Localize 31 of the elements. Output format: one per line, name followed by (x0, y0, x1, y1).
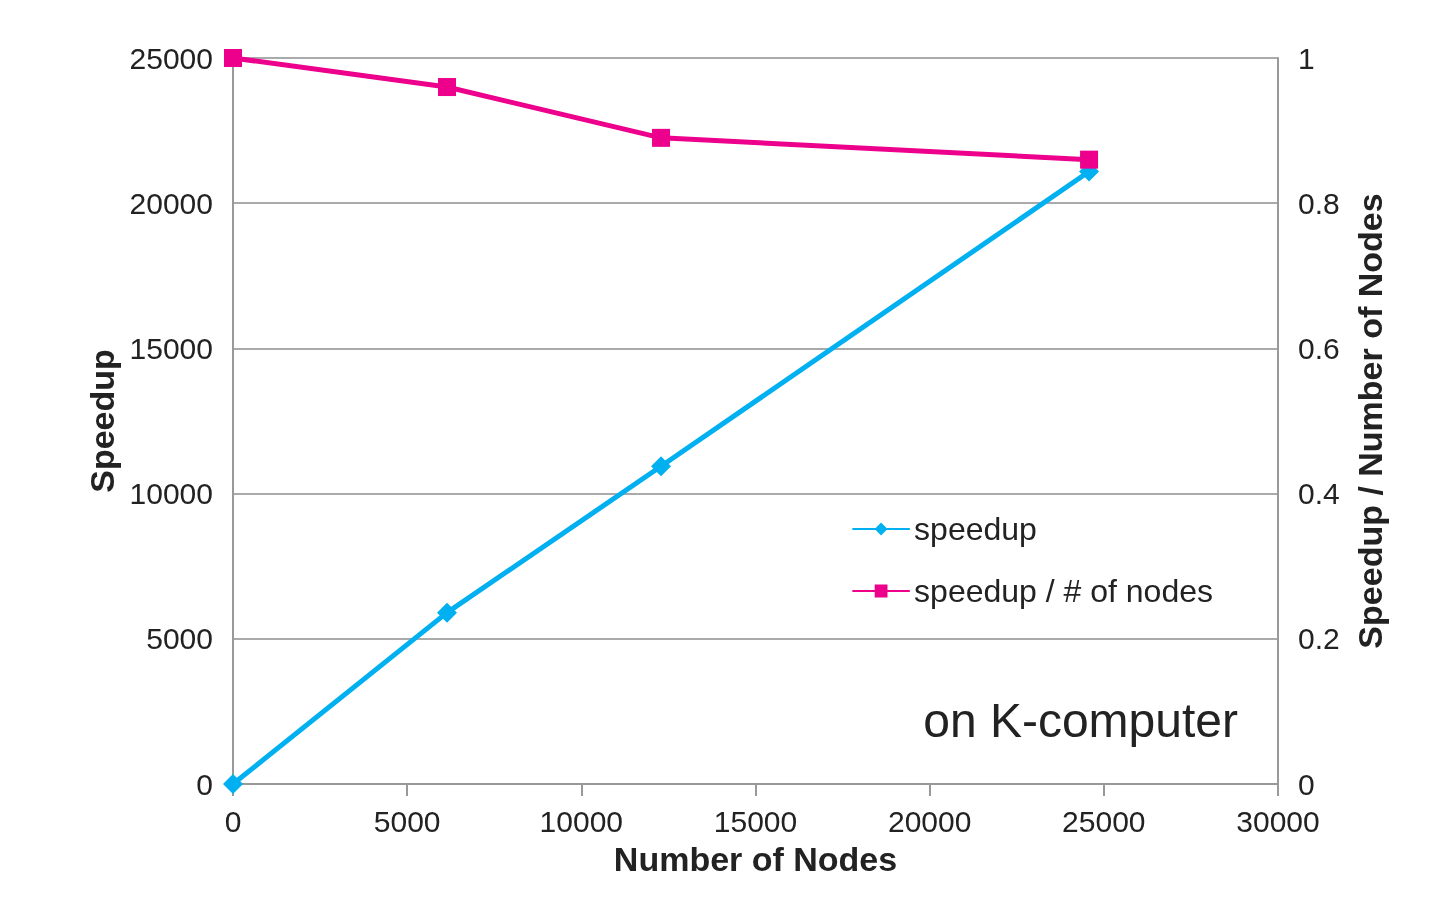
x-tick-label: 30000 (1236, 804, 1320, 838)
x-tick-label: 25000 (1062, 804, 1146, 838)
x-tick-label: 20000 (887, 804, 972, 838)
point (224, 49, 242, 67)
legend-label: speedup / # of nodes (914, 573, 1213, 609)
y-tick-label: 25000 (129, 41, 213, 75)
y-tick-label: 10000 (129, 477, 213, 511)
annotation: on K-computer (923, 693, 1239, 747)
point (652, 128, 671, 147)
point (437, 602, 458, 623)
y2-tick-label: 0.4 (1298, 477, 1340, 511)
y-tick-label: 20000 (129, 186, 213, 220)
point (1080, 150, 1099, 169)
y-tick-label: 0 (196, 767, 213, 801)
y2-axis-title: Speedup / Number of Nodes (1351, 193, 1389, 649)
y-tick-label: 15000 (129, 331, 213, 365)
x-tick-label: 10000 (539, 804, 624, 838)
legend-label: speedup (914, 511, 1037, 547)
y2-tick-label: 1 (1298, 41, 1315, 75)
point (651, 456, 672, 477)
y2-tick-label: 0.2 (1298, 622, 1340, 656)
y-axis-title: Speedup (82, 349, 121, 493)
x-axis-title: Number of Nodes (613, 840, 898, 878)
x-tick-label: 0 (224, 804, 242, 838)
y2-tick-label: 0.8 (1298, 186, 1340, 220)
y2-tick-label: 0.6 (1298, 331, 1340, 365)
y2-tick-label: 0 (1298, 767, 1315, 801)
x-tick-label: 5000 (373, 804, 441, 838)
point (438, 78, 457, 97)
y-tick-label: 5000 (146, 622, 213, 656)
x-tick-label: 15000 (713, 804, 798, 838)
